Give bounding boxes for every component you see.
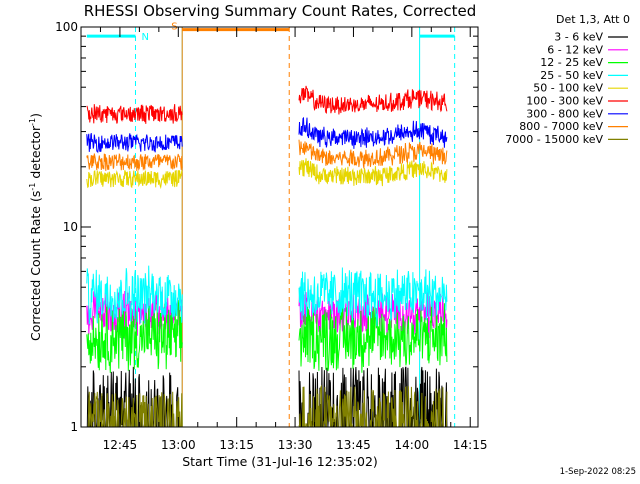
series-50-100keV (86, 158, 448, 190)
series-trace-segment-1 (298, 303, 448, 373)
x-tick-label: 13:15 (219, 438, 254, 452)
y-tick-label: 1 (70, 420, 78, 434)
legend-label: 50 - 100 keV (533, 82, 603, 95)
y-axis-label-end: ) (28, 113, 43, 118)
series-trace-segment-1 (298, 139, 448, 169)
series-100-300keV (86, 85, 448, 124)
y-axis-label-mid: detector (28, 125, 43, 183)
x-tick-label: 14:00 (395, 438, 430, 452)
series-trace-segment-0 (86, 289, 183, 340)
series-12-25keV (86, 300, 448, 373)
legend-label: 6 - 12 keV (547, 43, 603, 56)
series-800-7000keV (86, 139, 448, 172)
y-axis-label-main: Corrected Count Rate (s (28, 191, 43, 341)
y-tick-label: 10 (63, 220, 78, 234)
series-trace-segment-1 (298, 116, 448, 149)
axes-layer: 1 10 100 12:45 13:00 13:15 13:30 13:45 14:00 14:1… (55, 20, 487, 452)
series-trace-segment-0 (86, 152, 183, 172)
x-tick-label: 13:00 (161, 438, 196, 452)
x-axis-label: Start Time (31-Jul-16 12:35:02) (182, 454, 378, 469)
series-trace-segment-1 (298, 158, 448, 187)
legend-label: 12 - 25 keV (540, 56, 603, 69)
legend-label: 7000 - 15000 keV (505, 133, 603, 146)
series-trace-segment-0 (86, 132, 183, 154)
legend-label: 300 - 800 keV (526, 107, 603, 120)
series-trace-segment-1 (298, 384, 448, 428)
series-trace-segment-0 (86, 300, 183, 373)
legend-label: 800 - 7000 keV (519, 120, 603, 133)
legend-label: 25 - 50 keV (540, 69, 603, 82)
series-trace-segment-0 (86, 265, 183, 325)
legend-label: 3 - 6 keV (554, 31, 603, 44)
series-300-800keV (86, 116, 448, 154)
series-25-50keV (86, 265, 448, 327)
chart-title: RHESSI Observing Summary Count Rates, Co… (84, 2, 477, 20)
x-tick-label: 13:45 (336, 438, 371, 452)
y-tick-label: 100 (55, 20, 78, 34)
annotation-label-N: N (141, 32, 148, 43)
x-tick-label: 14:15 (453, 438, 488, 452)
legend-label: 100 - 300 keV (526, 95, 603, 108)
legend-header: Det 1,3, Att 0 (556, 13, 630, 26)
x-tick-label: 13:30 (278, 438, 313, 452)
series-trace-segment-1 (298, 267, 448, 327)
y-axis-label: Corrected Count Rate (s-1 detector-1) (28, 113, 43, 341)
y-axis-label-sup1: -1 (28, 183, 37, 191)
y-axis-label-sup2: -1 (28, 118, 37, 126)
series-trace-segment-1 (298, 85, 448, 115)
x-tick-label: 12:45 (103, 438, 138, 452)
series-trace-segment-0 (86, 104, 183, 124)
series-trace-segment-0 (86, 169, 183, 190)
footer-date: 1-Sep-2022 08:25 (560, 467, 636, 477)
